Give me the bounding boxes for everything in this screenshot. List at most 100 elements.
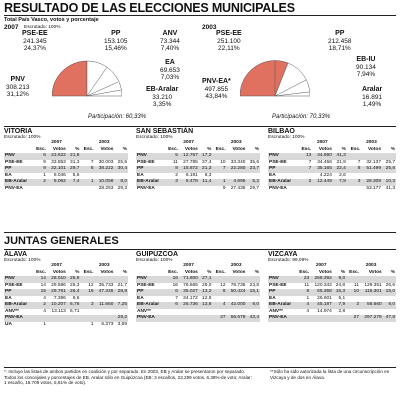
value-cell: 2 xyxy=(297,179,313,186)
value-cell xyxy=(178,315,199,322)
pie07-eb: EB-Aralar 33.210 3,35% xyxy=(146,86,179,108)
value-cell: 13.113 xyxy=(51,308,66,314)
value-cell: 10.207 xyxy=(46,302,67,309)
table-row: PNV-EA 53.177 41,3 xyxy=(268,186,396,193)
value-cell: 6.191 xyxy=(185,172,198,178)
value-cell: 6,76 xyxy=(66,302,81,309)
value-cell: 5 xyxy=(164,153,179,160)
party-cell: EA xyxy=(5,295,12,301)
value-cell: 4 xyxy=(212,302,227,309)
col-header: % xyxy=(382,269,396,276)
value-cell: 37,4 xyxy=(202,159,212,165)
col-header: Votos xyxy=(46,269,67,276)
san-sebastian-name: SAN SEBASTIÁN xyxy=(136,128,194,135)
value-cell: 5,1 xyxy=(338,295,346,301)
col-header: Esc. xyxy=(80,269,95,276)
value-cell: 26,6 xyxy=(385,282,395,288)
value-cell: 4 xyxy=(43,295,46,301)
value-cell: 4 xyxy=(306,308,310,314)
guipuzcoa-table: 2007 2003 Esc. Votos% Esc. Votos% PNV 16 71.800 2… xyxy=(136,263,260,322)
value-cell: 38.222 xyxy=(94,166,115,173)
value-cell: 34.172 xyxy=(183,295,198,301)
value-cell: 120.342 xyxy=(314,282,332,288)
value-cell xyxy=(80,186,94,193)
party-cell: PSE-EE xyxy=(269,282,287,288)
value-cell: 7,25 xyxy=(114,302,128,309)
value-cell: 7,9 xyxy=(332,302,347,309)
value-cell: 21,3 xyxy=(198,166,213,173)
value-cell xyxy=(67,322,81,329)
col-header: Votos xyxy=(310,269,333,276)
col-header: Votos xyxy=(94,269,115,276)
pie03-aralar: Aralar 16.891 1,49% xyxy=(362,86,383,108)
value-cell xyxy=(164,315,179,322)
col-year-2003: 2003 xyxy=(212,140,260,147)
value-cell: 29,7 xyxy=(249,185,259,191)
vitoria-name: VITORIA xyxy=(4,128,33,135)
value-cell: 15,0 xyxy=(382,289,396,296)
san-sebastian-escrutado: Escrutado: 100% xyxy=(136,135,173,140)
value-cell xyxy=(246,276,260,283)
party-cell: EA xyxy=(269,172,276,178)
value-cell: 42.000 xyxy=(226,302,247,309)
party-cell: PNV-EA xyxy=(5,185,23,191)
value-cell: 268.392 xyxy=(310,276,333,283)
col-year-2003: 2003 xyxy=(346,263,396,270)
table-row: PNV 6 23.622 21,8 xyxy=(4,153,128,160)
value-cell: 27.435 xyxy=(230,185,246,191)
col-header: Esc. xyxy=(164,269,179,276)
bilbao-block: BILBAO Escrutado: 100% 2007 2003 Esc. Votos% E… xyxy=(268,128,396,192)
value-cell xyxy=(80,153,95,160)
value-cell: 41,3 xyxy=(385,185,395,191)
san-sebastian-block: SAN SEBASTIÁN Escrutado: 100% 2007 2003 Esc.… xyxy=(136,128,260,192)
col-header: Votos xyxy=(226,146,247,153)
party-cell: PSE-EE xyxy=(5,159,23,165)
value-cell: 16 xyxy=(172,282,178,288)
value-cell: 11 xyxy=(354,282,360,288)
value-cell: 29,3 xyxy=(117,185,127,191)
col-year-2007: 2007 xyxy=(32,263,81,270)
table-row: PSE-EE 16 76.665 29,0 12 78.735 23,8 xyxy=(136,283,260,290)
col-header: Esc. xyxy=(32,269,47,276)
value-cell: 7 xyxy=(175,295,178,301)
san-sebastian-table: 2007 2003 Esc. Votos% Esc. Votos% PNV 5 12.767 17… xyxy=(136,140,260,192)
guipuzcoa-block: GUIPÚZCOA Escrutado: 100% 2007 2003 Esc. Voto… xyxy=(136,251,260,322)
col-year-2007: 2007 xyxy=(164,140,213,147)
value-cell xyxy=(333,186,347,193)
col-header: % xyxy=(198,146,213,153)
table-row: PSE-EE 11 27.785 37,4 10 33.340 35,6 xyxy=(136,160,260,167)
value-cell: 76.665 xyxy=(183,282,198,288)
value-cell: 21,9 xyxy=(336,159,346,165)
value-cell: 22.280 xyxy=(226,166,247,173)
year-2007: 2007 xyxy=(4,24,19,31)
value-cell: 11.660 xyxy=(94,302,115,309)
value-cell: 10 xyxy=(346,289,361,296)
table-row: EA 4.224 2,6 xyxy=(268,173,396,180)
bilbao-escrutado: Escrutado: 100% xyxy=(268,135,305,140)
value-cell: 15,3 xyxy=(332,289,347,296)
value-cell: 22,4 xyxy=(332,166,347,173)
value-cell: 297.278 xyxy=(360,315,383,322)
value-cell: 4.224 xyxy=(319,172,332,178)
value-cell: 10,3 xyxy=(382,179,396,186)
value-cell: 13 xyxy=(297,153,313,160)
party-cell: PSE-EE xyxy=(137,282,155,288)
value-cell: 56.676 xyxy=(226,315,247,322)
vitoria-escrutado: Escrutado: 100% xyxy=(4,135,41,140)
value-cell xyxy=(212,153,227,160)
value-cell xyxy=(94,153,115,160)
value-cell: 8 xyxy=(164,166,179,173)
col-header: % xyxy=(114,269,128,276)
table-row: PNV 13 44.690 41,3 xyxy=(268,153,396,160)
pie03-pnvea: PNV-EA* 497.855 43,84% xyxy=(202,78,231,100)
value-cell: 30.003 xyxy=(98,159,114,165)
value-cell xyxy=(47,186,67,193)
value-cell: 25,5 xyxy=(117,159,127,165)
value-cell: 12,9 xyxy=(202,295,212,301)
value-cell: 7 xyxy=(90,159,94,165)
value-cell xyxy=(198,315,213,322)
subtitle: Total País Vasco, votos y porcentaje xyxy=(4,17,99,23)
value-cell: 115.301 xyxy=(360,289,383,296)
vitoria-block: VITORIA Escrutado: 100% 2007 2003 Esc. Votos%… xyxy=(4,128,128,192)
table-row: EA 2 6.191 8,3 xyxy=(136,173,260,180)
